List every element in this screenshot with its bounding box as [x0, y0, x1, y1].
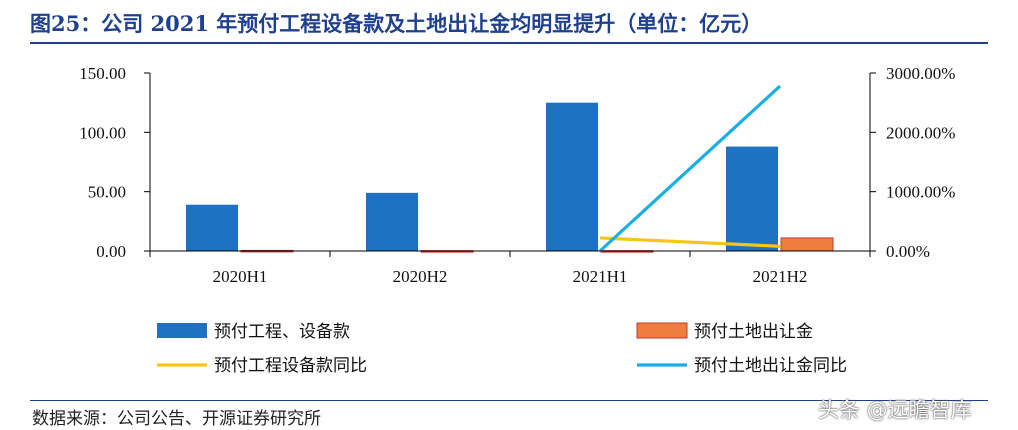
line-land-yoy: [598, 84, 782, 253]
x-tick-label: 2020H1: [213, 267, 268, 286]
right-tick-label: 1000.00%: [886, 183, 955, 202]
legend-label: 预付土地出让金同比: [694, 356, 847, 376]
x-tick-label: 2021H1: [573, 267, 628, 286]
legend-label: 预付工程设备款同比: [214, 356, 367, 376]
right-tick-label: 2000.00%: [886, 123, 955, 142]
bar-equipment-2020H1: [186, 204, 238, 251]
bars-layer: [186, 102, 834, 253]
x-tick-label: 2020H2: [393, 267, 448, 286]
bar-equipment-2020H2: [366, 192, 418, 251]
legend-label: 预付土地出让金: [694, 322, 813, 342]
axes-layer: 0.00 50.00 100.00 150.00 0.00% 1000.00% 2000.0…: [79, 64, 955, 286]
x-tick-label: 2021H2: [753, 267, 808, 286]
right-tick-label: 3000.00%: [886, 64, 955, 83]
legend-label: 预付工程、设备款: [214, 322, 350, 342]
left-tick-label: 50.00: [88, 183, 126, 202]
source-note: 数据来源：公司公告、开源证券研究所: [32, 409, 321, 429]
bar-equipment-2021H2: [726, 146, 778, 251]
footer-rule: [30, 400, 988, 401]
right-tick-label: 0.00%: [886, 242, 930, 261]
left-tick-label: 0.00: [96, 242, 126, 261]
watermark: 头条 @远瞻智库: [818, 398, 972, 422]
page-title: 图25：公司 2021 年预付工程设备款及土地出让金均明显提升（单位：亿元）: [30, 11, 763, 36]
legend-swatch: [636, 322, 688, 339]
left-tick-label: 100.00: [79, 123, 126, 142]
lines-layer: [598, 84, 782, 253]
bar-land-2021H2: [780, 237, 834, 252]
title-rule: [30, 42, 988, 44]
legend-swatch: [157, 323, 207, 338]
bar-equipment-2021H1: [546, 102, 598, 252]
line-equipment-yoy: [599, 236, 781, 248]
left-tick-label: 150.00: [79, 64, 126, 83]
